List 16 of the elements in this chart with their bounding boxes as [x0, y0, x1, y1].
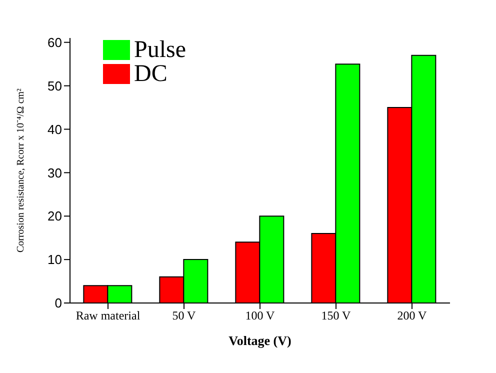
y-tick-label: 10	[48, 252, 62, 268]
y-axis-title: Corrosion resistance, Rcorr x 10⁻⁴/Ω cm²	[16, 88, 27, 253]
x-tick-label: 50 V	[172, 308, 196, 323]
x-tick-label: 150 V	[321, 308, 352, 323]
legend-label: DC	[134, 61, 168, 87]
y-tick-label: 60	[48, 34, 62, 50]
x-axis-title: Voltage (V)	[228, 333, 292, 348]
y-tick-label: 50	[48, 78, 62, 94]
y-tick-label: 20	[48, 208, 62, 224]
y-tick-label: 30	[48, 165, 62, 180]
y-tick-label: 40	[48, 122, 62, 137]
y-tick-label: 0	[54, 296, 62, 311]
x-tick-label: Raw material	[76, 308, 141, 323]
legend-label: Pulse	[134, 37, 186, 63]
x-tick-label: 100 V	[245, 308, 276, 323]
x-tick-label: 200 V	[397, 308, 428, 323]
